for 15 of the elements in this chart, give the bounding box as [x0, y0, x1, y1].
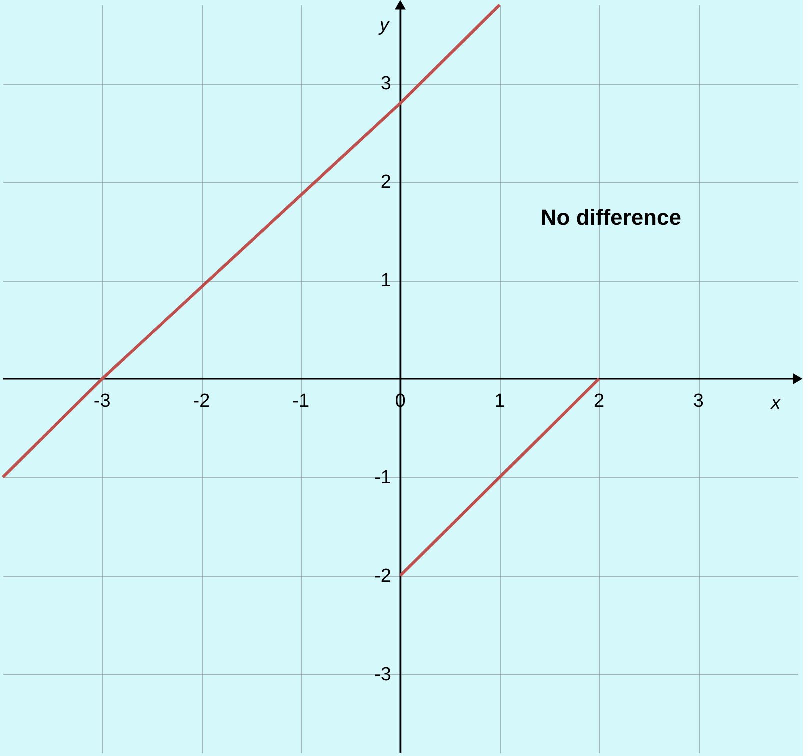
y-tick-label: -1 — [374, 467, 392, 488]
x-axis-title: x — [770, 393, 782, 414]
x-tick-label: -2 — [193, 391, 210, 412]
x-tick-label: 1 — [494, 391, 506, 412]
y-tick-label: -3 — [374, 664, 392, 686]
x-tick-label: 3 — [693, 391, 704, 412]
y-tick-label: 2 — [380, 172, 392, 194]
y-tick-label: 1 — [380, 270, 392, 292]
y-tick-label: 3 — [380, 74, 392, 95]
x-tick-label: -3 — [94, 391, 111, 412]
x-tick-label: -1 — [292, 391, 310, 412]
y-axis-title: y — [378, 15, 391, 36]
y-tick-label: -2 — [374, 566, 392, 587]
x-tick-label: 2 — [594, 391, 605, 412]
annotation: No difference — [540, 205, 682, 230]
